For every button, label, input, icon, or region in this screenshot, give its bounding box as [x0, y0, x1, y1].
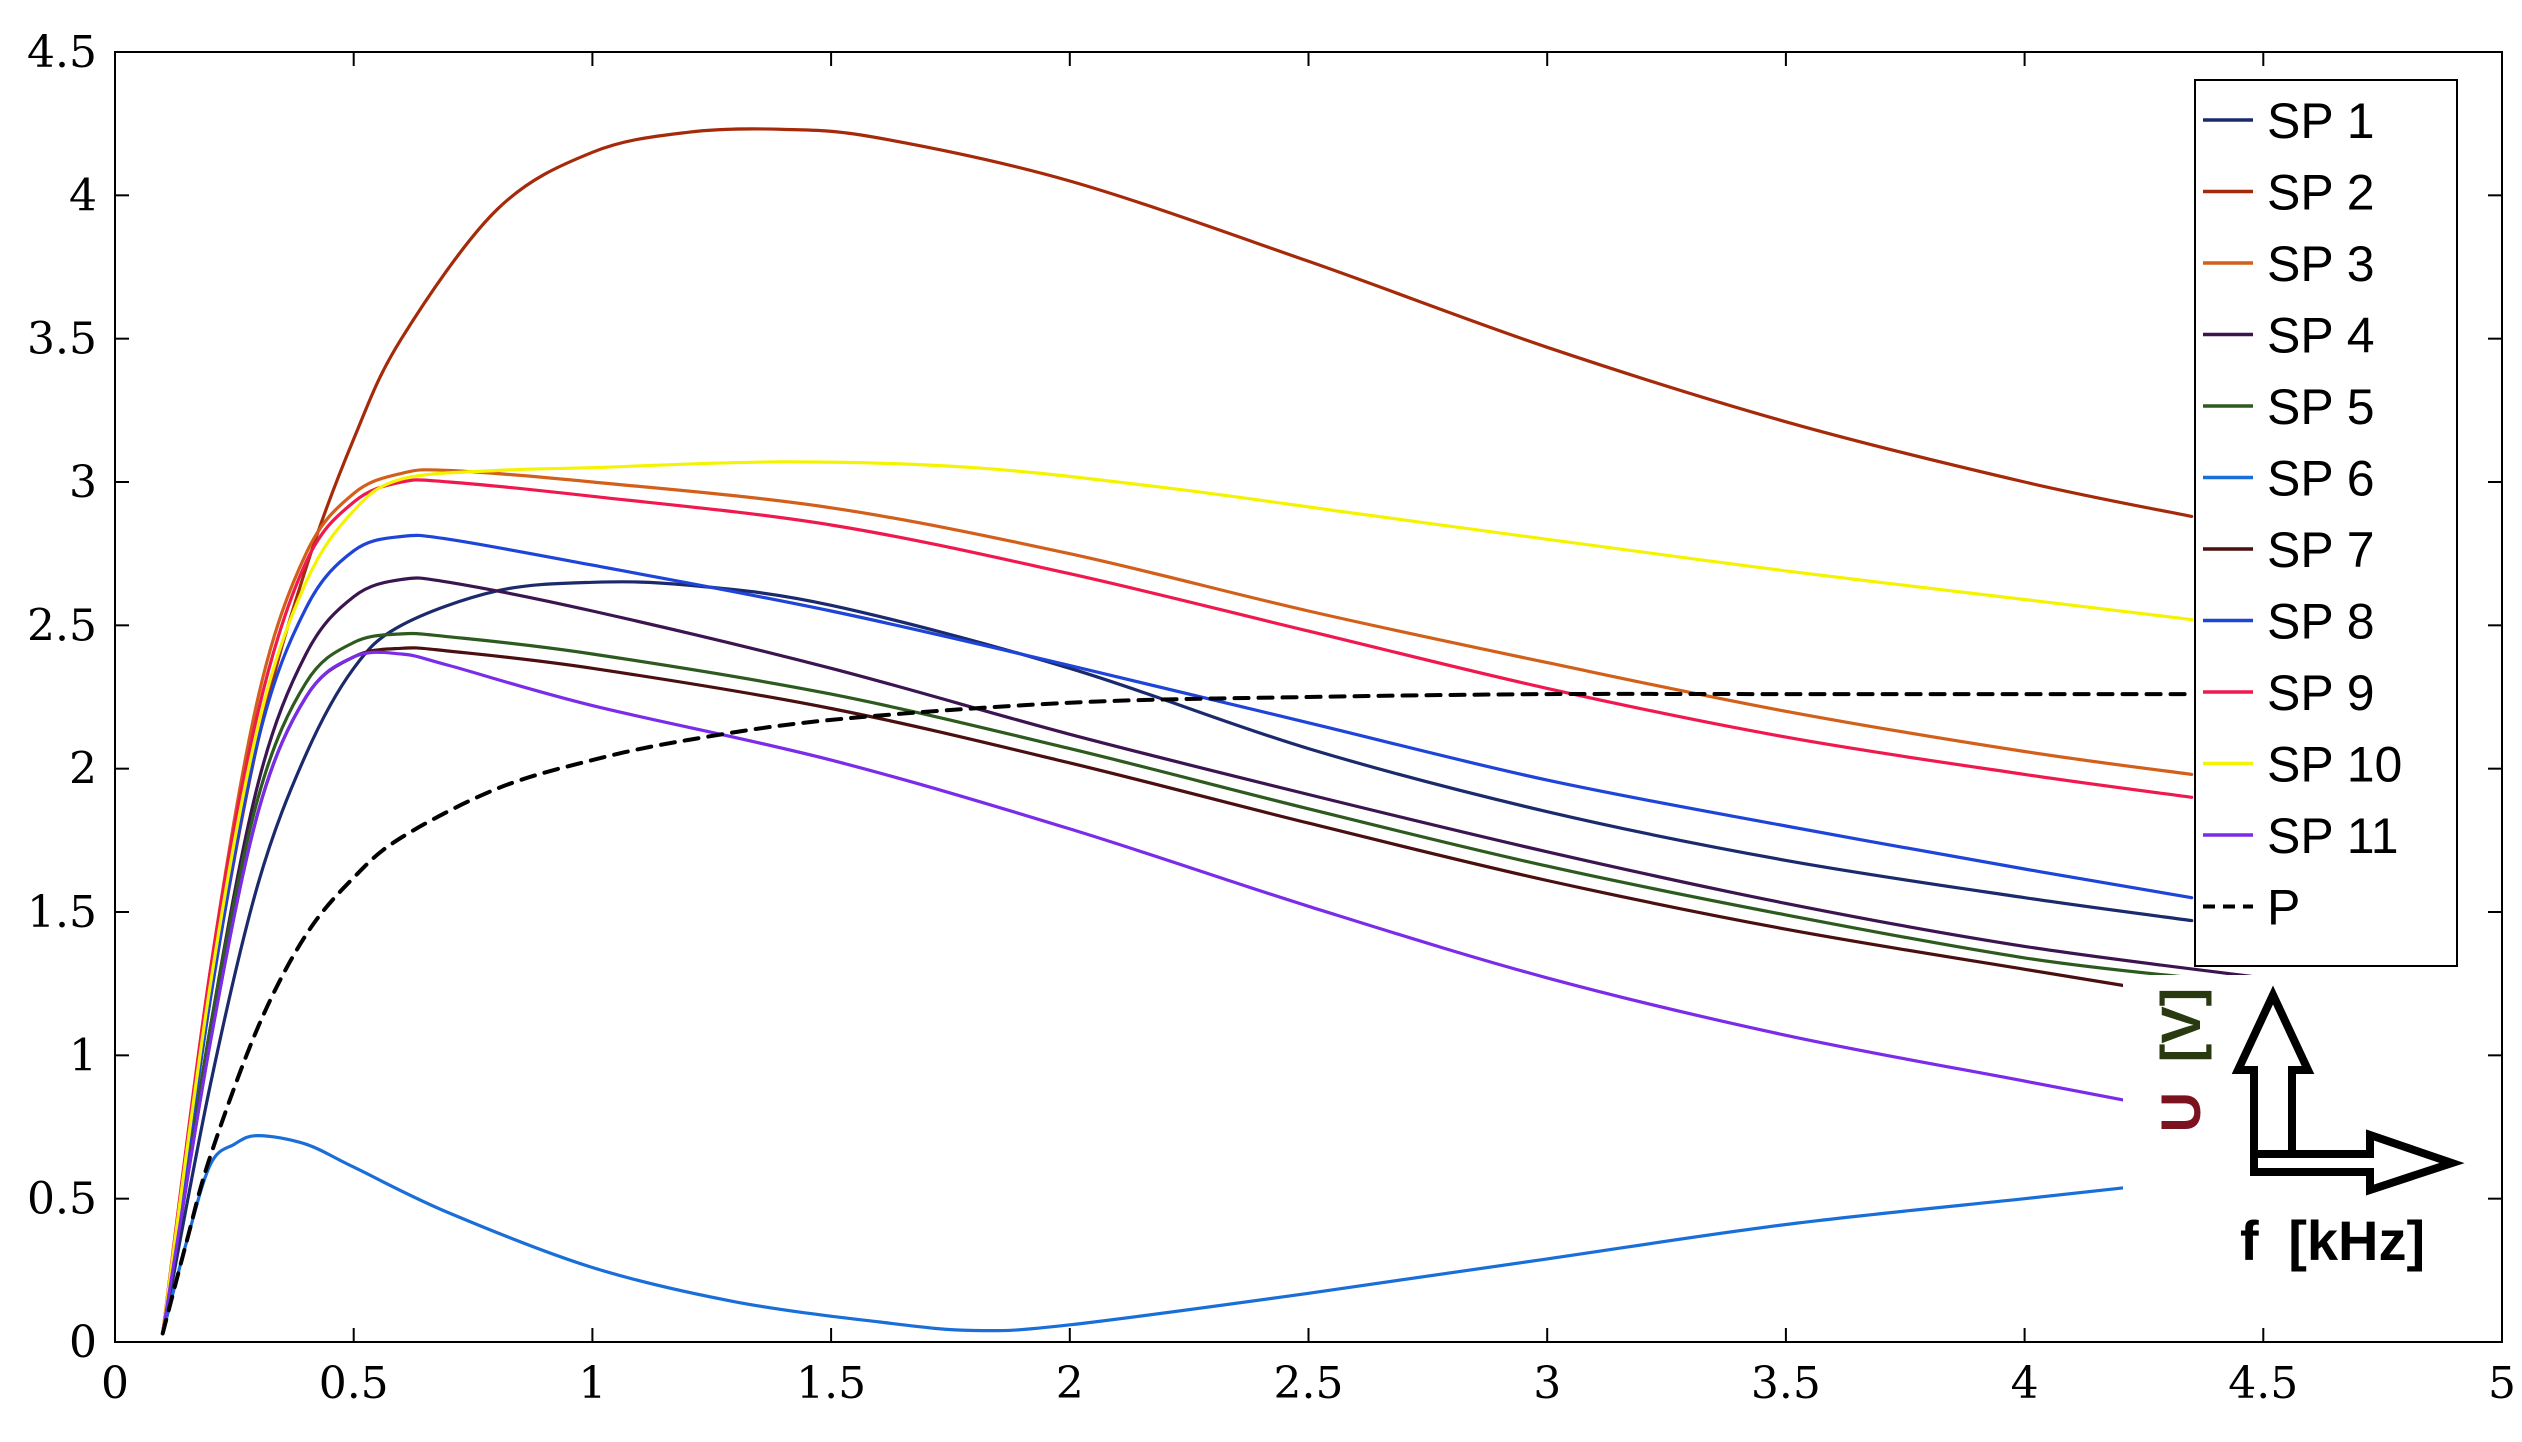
- legend-label: SP 2: [2267, 165, 2375, 221]
- legend-label: SP 6: [2267, 451, 2375, 507]
- right-arrow-icon: [2250, 1129, 2465, 1196]
- legend-label: SP 11: [2267, 808, 2399, 864]
- axis-ticks: 0 0.5 1 1.5 2 2.5 3 3.5 4 4.5 5 0 0.5 1 1.5 2 2.5 3 3.5 4 4.…: [27, 27, 2516, 1409]
- y-tick-label: 0: [69, 1317, 97, 1368]
- series-line-sp-4: [161, 576, 2265, 1335]
- y-tick-label: 4.5: [27, 27, 97, 78]
- legend-label: SP 9: [2267, 665, 2375, 721]
- legend-label: SP 4: [2267, 308, 2375, 364]
- legend-label: SP 1: [2267, 93, 2375, 149]
- legend-label: SP 3: [2267, 236, 2375, 292]
- series-lines: [160, 127, 2265, 1336]
- legend-label: SP 5: [2267, 379, 2375, 435]
- y-tick-label: 4: [69, 170, 97, 221]
- series-line-sp-10: [161, 460, 2194, 1335]
- axis-hint-x-symbol: f: [2240, 1209, 2259, 1272]
- x-tick-label: 2.5: [1274, 1358, 1344, 1409]
- y-tick-label: 3: [69, 457, 97, 508]
- axis-hint-y-symbol: U: [2149, 1092, 2212, 1132]
- axis-hint: U [V] f [kHz]: [2123, 975, 2465, 1305]
- legend: SP 1 SP 2 SP 3 SP 4 SP 5 SP 6 SP 7 SP 8 SP 9 SP 1…: [2194, 79, 2458, 967]
- y-tick-label: 1: [69, 1030, 97, 1081]
- y-tick-label: 3.5: [27, 314, 97, 365]
- legend-box: [2194, 79, 2458, 967]
- series-line-sp-6: [161, 1134, 2132, 1335]
- axis-hint-y-label: U [V]: [2149, 988, 2212, 1133]
- series-line-p: [160, 691, 2194, 1336]
- series-line-sp-7: [161, 646, 2132, 1335]
- y-tick-label: 0.5: [27, 1174, 97, 1225]
- legend-label: SP 8: [2267, 594, 2375, 650]
- x-tick-label: 5: [2488, 1358, 2516, 1409]
- legend-label: SP 10: [2267, 737, 2402, 793]
- x-tick-label: 1: [578, 1358, 606, 1409]
- axis-hint-x-unit: [kHz]: [2288, 1209, 2425, 1272]
- y-tick-label: 2.5: [27, 600, 97, 651]
- series-line-sp-1: [161, 580, 2194, 1335]
- series-line-sp-5: [161, 631, 2194, 1335]
- legend-label: P: [2267, 880, 2300, 936]
- axis-hint-x-label: f [kHz]: [2240, 1209, 2425, 1272]
- x-tick-label: 4.5: [2228, 1358, 2298, 1409]
- legend-label: SP 7: [2267, 522, 2375, 578]
- x-tick-label: 2: [1056, 1358, 1084, 1409]
- x-tick-label: 3: [1533, 1358, 1561, 1409]
- series-line-sp-8: [161, 533, 2194, 1335]
- x-tick-label: 0.5: [319, 1358, 389, 1409]
- x-tick-label: 1.5: [796, 1358, 866, 1409]
- series-line-sp-2: [161, 127, 2194, 1335]
- series-line-sp-3: [161, 468, 2194, 1335]
- x-tick-label: 3.5: [1751, 1358, 1821, 1409]
- series-line-sp-9: [161, 478, 2194, 1335]
- x-tick-label: 4: [2011, 1358, 2039, 1409]
- x-tick-label: 0: [101, 1358, 129, 1409]
- series-line-sp-11: [161, 650, 2132, 1335]
- y-tick-label: 2: [69, 744, 97, 795]
- y-tick-label: 1.5: [27, 887, 97, 938]
- svg-text:U [V]: U [V]: [2149, 988, 2212, 1133]
- axis-hint-y-unit: [V]: [2149, 988, 2212, 1063]
